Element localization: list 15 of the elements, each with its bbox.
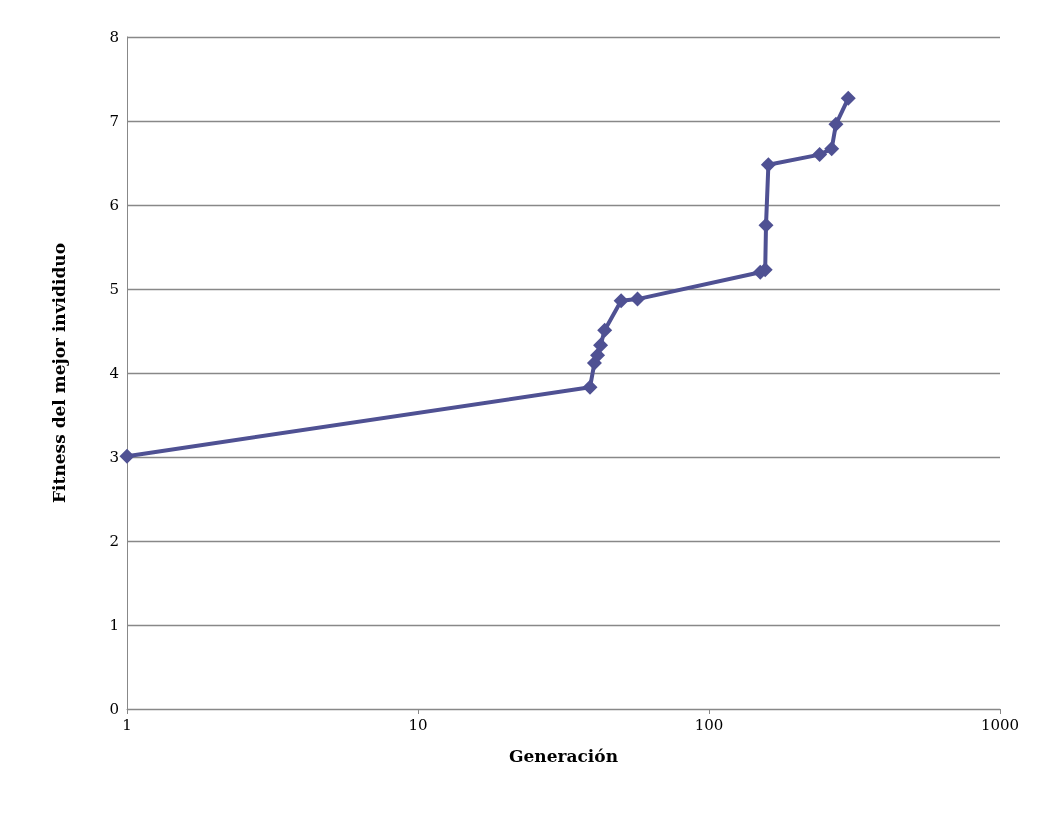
y-tick-label: 3 — [109, 448, 119, 466]
y-tick-label: 2 — [109, 532, 119, 550]
y-tick-label: 4 — [109, 364, 119, 382]
x-tick-label: 1000 — [980, 715, 1020, 734]
x-axis-title: Generación — [509, 745, 618, 766]
y-tick-label: 7 — [109, 112, 119, 130]
y-tick-label: 8 — [109, 28, 119, 46]
y-tick-label: 0 — [109, 700, 119, 718]
y-tick-label: 6 — [109, 196, 119, 214]
x-tick-label: 10 — [408, 715, 428, 734]
y-tick-label: 5 — [109, 280, 119, 298]
x-tick-label: 100 — [694, 715, 724, 734]
y-tick-label: 1 — [109, 616, 119, 634]
y-axis-title: Fitness del mejor invididuo — [48, 243, 69, 503]
x-tick-label: 1 — [122, 715, 132, 734]
